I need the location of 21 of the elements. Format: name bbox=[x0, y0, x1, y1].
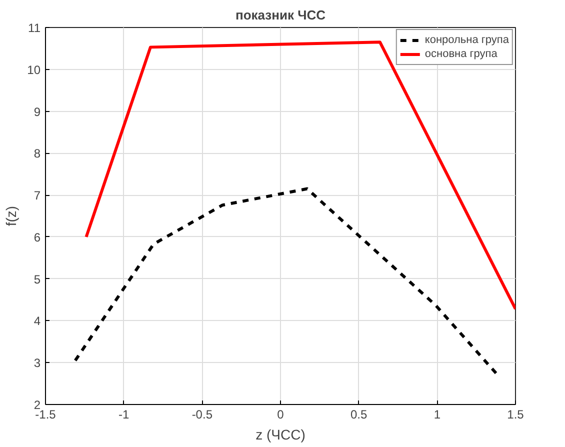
y-tick-label: 6 bbox=[34, 230, 41, 244]
y-tick-label: 11 bbox=[28, 21, 41, 35]
x-tick-label: 1 bbox=[434, 408, 441, 422]
y-tick-label: 8 bbox=[34, 146, 41, 161]
x-tick-label: 1.5 bbox=[507, 408, 524, 422]
y-tick-label: 9 bbox=[34, 104, 41, 119]
x-tick-label: -0.5 bbox=[192, 408, 213, 422]
x-tick-label: -1 bbox=[118, 408, 130, 422]
legend-label: основна група bbox=[424, 47, 498, 61]
y-tick-label: 3 bbox=[34, 356, 41, 370]
y-tick-label: 4 bbox=[34, 314, 41, 328]
y-tick-label: 5 bbox=[34, 272, 41, 286]
legend-label: конрольна група bbox=[424, 33, 509, 47]
line-series bbox=[74, 187, 498, 376]
x-axis-title: z (ЧСС) bbox=[256, 426, 306, 442]
x-tick-label: 0 bbox=[277, 408, 284, 422]
y-tick-label: 7 bbox=[34, 188, 41, 203]
x-tick-label: 0.5 bbox=[350, 408, 368, 422]
y-tick-label: 10 bbox=[27, 62, 41, 77]
y-axis-title: f(z) bbox=[3, 206, 20, 226]
chart-title: показник ЧСС bbox=[235, 8, 326, 22]
